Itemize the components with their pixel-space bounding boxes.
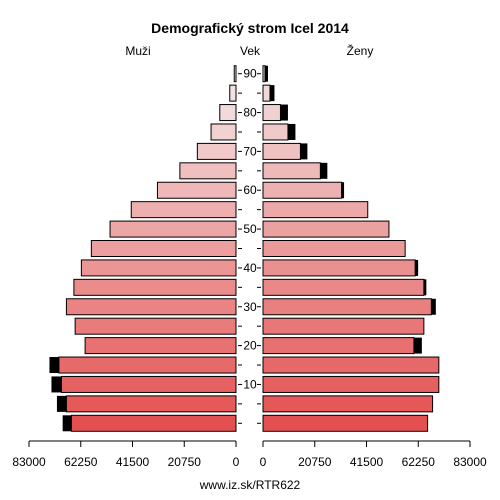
age-tick-label: 60 bbox=[243, 183, 257, 197]
female-bar-10-14 bbox=[262, 375, 440, 393]
male-excess-bar-5-9 bbox=[56, 395, 67, 412]
male-bar-25-29 bbox=[74, 317, 237, 335]
age-tick-label: 10 bbox=[243, 377, 257, 391]
age-tick-label: 40 bbox=[243, 261, 257, 275]
female-excess-bar-30-34 bbox=[431, 298, 436, 315]
age-tick-label: 50 bbox=[243, 222, 257, 236]
male-bar-10-14 bbox=[60, 375, 237, 393]
female-bar-25-29 bbox=[262, 317, 425, 335]
female-bar-85-89 bbox=[262, 84, 271, 102]
left-x-tick-label: 62250 bbox=[64, 455, 98, 469]
left-x-tick-label: 41500 bbox=[116, 455, 150, 469]
male-bar-55-59 bbox=[130, 201, 237, 219]
male-bar-70-74 bbox=[196, 142, 237, 160]
male-excess-bar-0-4 bbox=[62, 415, 72, 432]
age-tick-label: 20 bbox=[243, 339, 257, 353]
female-excess-bar-65-69 bbox=[320, 162, 328, 179]
age-tick-label: 30 bbox=[243, 300, 257, 314]
left-x-tick-label: 0 bbox=[233, 455, 240, 469]
female-excess-bar-70-74 bbox=[300, 143, 308, 160]
axes-layer: 83000 62250 41500 20750 0 0 20750 41500 62250 830… bbox=[12, 67, 487, 469]
female-bar-90+ bbox=[262, 65, 266, 83]
female-bar-75-79 bbox=[262, 123, 289, 141]
male-bar-85-89 bbox=[229, 84, 237, 102]
male-excess-bar-15-19 bbox=[49, 357, 59, 374]
right-x-tick-label: 41500 bbox=[350, 455, 384, 469]
left-x-tick-label: 20750 bbox=[168, 455, 202, 469]
male-bar-50-54 bbox=[109, 220, 237, 238]
right-x-tick-label: 0 bbox=[260, 455, 267, 469]
female-bar-15-19 bbox=[262, 356, 440, 374]
male-excess-bar-10-14 bbox=[51, 376, 62, 393]
female-bar-5-9 bbox=[262, 395, 434, 413]
female-bar-0-4 bbox=[262, 414, 429, 432]
female-excess-bar-85-89 bbox=[269, 85, 275, 102]
male-bar-75-79 bbox=[210, 123, 237, 141]
male-label: Muži bbox=[125, 44, 150, 58]
female-excess-bar-80-84 bbox=[280, 104, 288, 121]
age-label: Vek bbox=[240, 44, 261, 58]
right-x-tick-label: 62250 bbox=[402, 455, 436, 469]
female-label: Ženy bbox=[347, 43, 374, 58]
male-bar-80-84 bbox=[219, 104, 237, 122]
female-bar-30-34 bbox=[262, 298, 432, 316]
male-bar-15-19 bbox=[58, 356, 237, 374]
male-bar-20-24 bbox=[84, 337, 237, 355]
female-excess-bar-60-64 bbox=[341, 182, 345, 199]
right-x-tick-label: 20750 bbox=[298, 455, 332, 469]
female-bar-80-84 bbox=[262, 104, 281, 122]
male-bar-60-64 bbox=[156, 181, 237, 199]
age-tick-label: 70 bbox=[243, 144, 257, 158]
female-bar-70-74 bbox=[262, 142, 301, 160]
female-bar-40-44 bbox=[262, 259, 416, 277]
female-excess-bar-40-44 bbox=[415, 259, 419, 276]
male-bar-5-9 bbox=[65, 395, 237, 413]
source-label: www.iz.sk/RTR622 bbox=[199, 478, 301, 492]
female-bar-35-39 bbox=[262, 278, 425, 296]
female-excess-bar-90+ bbox=[264, 65, 268, 82]
female-bar-50-54 bbox=[262, 220, 390, 238]
female-excess-bar-35-39 bbox=[423, 279, 427, 296]
female-bar-45-49 bbox=[262, 240, 406, 257]
male-bar-30-34 bbox=[65, 298, 237, 316]
right-x-tick-label: 83000 bbox=[453, 455, 487, 469]
left-x-tick-label: 83000 bbox=[12, 455, 46, 469]
female-excess-bar-75-79 bbox=[287, 123, 296, 140]
female-bar-60-64 bbox=[262, 181, 343, 199]
male-bar-45-49 bbox=[90, 240, 237, 257]
male-bar-40-44 bbox=[80, 259, 237, 277]
male-bar-90+ bbox=[233, 65, 237, 83]
age-tick-label: 90 bbox=[243, 67, 257, 81]
age-tick-label: 80 bbox=[243, 106, 257, 120]
male-bar-35-39 bbox=[73, 278, 237, 296]
female-bar-55-59 bbox=[262, 201, 369, 219]
male-bar-0-4 bbox=[70, 414, 237, 432]
female-excess-bar-20-24 bbox=[413, 337, 422, 354]
female-bar-65-69 bbox=[262, 162, 321, 180]
male-bar-65-69 bbox=[179, 162, 237, 180]
female-bar-20-24 bbox=[262, 337, 415, 355]
bars-layer bbox=[49, 65, 440, 432]
chart-title: Demografický strom Icel 2014 bbox=[151, 20, 349, 36]
